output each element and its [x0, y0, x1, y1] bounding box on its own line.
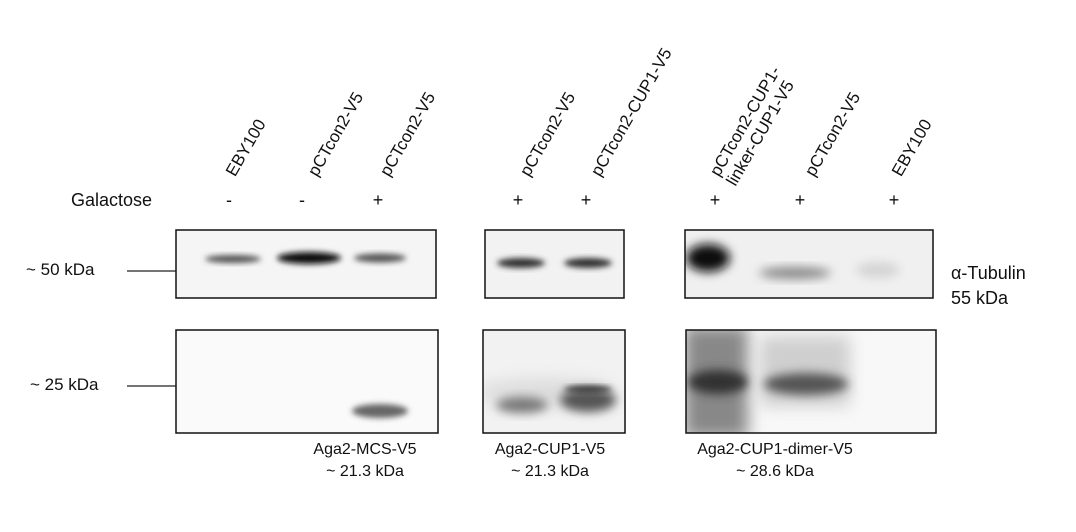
band-lower-lane-3 [352, 404, 408, 418]
lower-panel-1 [175, 329, 439, 434]
construct-label-1: Aga2-MCS-V5 ~ 21.3 kDa [300, 439, 430, 483]
construct-1-size: ~ 21.3 kDa [326, 463, 404, 480]
galactose-sign-4: + [512, 190, 524, 210]
band-lower-lane-5 [560, 388, 616, 412]
band-lower-lane-7 [764, 373, 848, 395]
galactose-sign-6: + [709, 190, 721, 210]
construct-2-size: ~ 21.3 kDa [511, 463, 589, 480]
band-upper-lane-3 [354, 253, 406, 263]
construct-1-name: Aga2-MCS-V5 [313, 441, 417, 458]
upper-panel-3 [684, 229, 934, 299]
upper-panel-1 [175, 229, 437, 299]
construct-2-name: Aga2-CUP1-V5 [494, 441, 606, 458]
galactose-sign-5: + [580, 190, 592, 210]
construct-label-2: Aga2-CUP1-V5 ~ 21.3 kDa [480, 439, 620, 483]
band-upper-lane-1 [205, 255, 261, 263]
galactose-sign-8: + [888, 190, 900, 210]
band-upper-lane-5 [564, 258, 612, 268]
galactose-sign-1: - [226, 190, 232, 210]
lower-panel-3 [685, 329, 937, 434]
tubulin-label: α-Tubulin 55 kDa [951, 261, 1026, 311]
tubulin-name: α-Tubulin [951, 263, 1026, 283]
marker-25-kda-label: ~ 25 kDa [30, 375, 99, 394]
galactose-label: Galactose [71, 190, 153, 210]
band-upper-lane-4 [497, 258, 545, 268]
construct-3-name: Aga2-CUP1-dimer-V5 [697, 441, 853, 458]
band-upper-lane-6 [686, 244, 730, 272]
band-upper-lane-2 [277, 252, 341, 264]
upper-panel-2 [484, 229, 625, 299]
smear-lower-lane-7 [760, 336, 850, 406]
construct-3-size: ~ 28.6 kDa [736, 463, 814, 480]
construct-label-3: Aga2-CUP1-dimer-V5 ~ 28.6 kDa [680, 439, 870, 483]
galactose-sign-2: - [299, 190, 305, 210]
band-upper-lane-8 [856, 262, 900, 278]
galactose-sign-7: + [794, 190, 806, 210]
tubulin-size: 55 kDa [951, 288, 1009, 308]
galactose-sign-3: + [372, 190, 384, 210]
lower-panel-2 [482, 329, 626, 434]
band-lower-lane-4 [496, 397, 548, 413]
band-upper-lane-7 [759, 267, 831, 279]
marker-50-kda-label: ~ 50 kDa [26, 260, 95, 279]
